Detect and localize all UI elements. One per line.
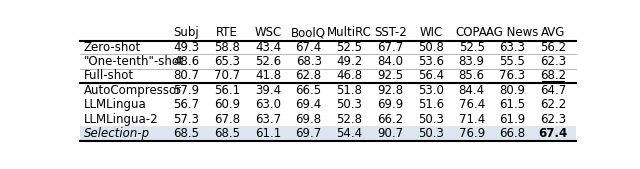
Text: BoolQ: BoolQ (291, 26, 326, 39)
Text: 62.2: 62.2 (540, 98, 566, 111)
Text: 57.3: 57.3 (173, 113, 200, 126)
Text: 76.3: 76.3 (499, 69, 525, 82)
Text: 61.5: 61.5 (499, 98, 525, 111)
Text: RTE: RTE (216, 26, 238, 39)
Text: 53.0: 53.0 (418, 84, 444, 97)
Text: 52.8: 52.8 (337, 113, 362, 126)
Text: 56.7: 56.7 (173, 98, 200, 111)
Text: 80.7: 80.7 (173, 69, 200, 82)
Text: 53.6: 53.6 (418, 55, 444, 68)
Text: 52.5: 52.5 (337, 41, 362, 54)
Text: 92.8: 92.8 (377, 84, 403, 97)
Text: 69.9: 69.9 (377, 98, 403, 111)
Text: 68.3: 68.3 (296, 55, 322, 68)
Text: 50.3: 50.3 (418, 113, 444, 126)
Text: 84.4: 84.4 (459, 84, 484, 97)
Text: 92.5: 92.5 (377, 69, 403, 82)
Text: 41.8: 41.8 (255, 69, 281, 82)
Text: 48.6: 48.6 (173, 55, 200, 68)
Text: 54.4: 54.4 (337, 127, 362, 140)
Text: 52.6: 52.6 (255, 55, 281, 68)
Text: 56.1: 56.1 (214, 84, 240, 97)
Text: MultiRC: MultiRC (327, 26, 372, 39)
Text: 58.8: 58.8 (214, 41, 240, 54)
Text: 66.8: 66.8 (499, 127, 525, 140)
Text: WIC: WIC (419, 26, 442, 39)
Text: 49.2: 49.2 (336, 55, 362, 68)
Text: 55.5: 55.5 (499, 55, 525, 68)
Text: 60.9: 60.9 (214, 98, 240, 111)
Text: "One-tenth"-shot: "One-tenth"-shot (83, 55, 184, 68)
Text: 49.3: 49.3 (173, 41, 200, 54)
Text: 62.8: 62.8 (296, 69, 322, 82)
Text: 62.3: 62.3 (540, 55, 566, 68)
Text: 43.4: 43.4 (255, 41, 281, 54)
Text: 50.3: 50.3 (418, 127, 444, 140)
Text: 62.3: 62.3 (540, 113, 566, 126)
Text: 76.9: 76.9 (458, 127, 484, 140)
Text: 61.1: 61.1 (255, 127, 281, 140)
Text: 67.7: 67.7 (377, 41, 403, 54)
Text: 46.8: 46.8 (337, 69, 362, 82)
Text: LLMLingua-2: LLMLingua-2 (83, 113, 158, 126)
Text: 67.8: 67.8 (214, 113, 240, 126)
Text: 76.4: 76.4 (458, 98, 484, 111)
Text: 50.3: 50.3 (337, 98, 362, 111)
Text: 66.2: 66.2 (377, 113, 403, 126)
Text: 70.7: 70.7 (214, 69, 240, 82)
Text: WSC: WSC (254, 26, 282, 39)
Text: 64.7: 64.7 (540, 84, 566, 97)
Text: 63.3: 63.3 (499, 41, 525, 54)
Text: 61.9: 61.9 (499, 113, 525, 126)
Text: 90.7: 90.7 (377, 127, 403, 140)
Text: 69.8: 69.8 (296, 113, 322, 126)
Text: AVG: AVG (541, 26, 565, 39)
Text: 51.8: 51.8 (337, 84, 362, 97)
Text: Full-shot: Full-shot (83, 69, 134, 82)
Text: 84.0: 84.0 (377, 55, 403, 68)
Text: 67.4: 67.4 (296, 41, 322, 54)
Text: LLMLingua: LLMLingua (83, 98, 146, 111)
Text: 69.7: 69.7 (296, 127, 322, 140)
Text: Subj: Subj (173, 26, 199, 39)
Text: 57.9: 57.9 (173, 84, 200, 97)
Bar (80, 126, 576, 141)
Text: 68.5: 68.5 (173, 127, 200, 140)
Text: Selection-p: Selection-p (83, 127, 150, 140)
Text: 83.9: 83.9 (459, 55, 484, 68)
Text: 65.3: 65.3 (214, 55, 240, 68)
Text: 69.4: 69.4 (296, 98, 322, 111)
Text: 63.0: 63.0 (255, 98, 281, 111)
Text: 63.7: 63.7 (255, 113, 281, 126)
Text: 50.8: 50.8 (418, 41, 444, 54)
Text: 68.2: 68.2 (540, 69, 566, 82)
Text: 56.4: 56.4 (418, 69, 444, 82)
Text: 52.5: 52.5 (459, 41, 484, 54)
Text: 39.4: 39.4 (255, 84, 281, 97)
Text: 67.4: 67.4 (538, 127, 568, 140)
Text: AG News: AG News (486, 26, 539, 39)
Text: 51.6: 51.6 (418, 98, 444, 111)
Text: 56.2: 56.2 (540, 41, 566, 54)
Text: SST-2: SST-2 (374, 26, 406, 39)
Text: AutoCompressor: AutoCompressor (83, 84, 182, 97)
Text: 80.9: 80.9 (499, 84, 525, 97)
Text: COPA: COPA (456, 26, 488, 39)
Text: Zero-shot: Zero-shot (83, 41, 141, 54)
Text: 71.4: 71.4 (458, 113, 484, 126)
Text: 68.5: 68.5 (214, 127, 240, 140)
Text: 66.5: 66.5 (296, 84, 322, 97)
Text: 85.6: 85.6 (459, 69, 484, 82)
